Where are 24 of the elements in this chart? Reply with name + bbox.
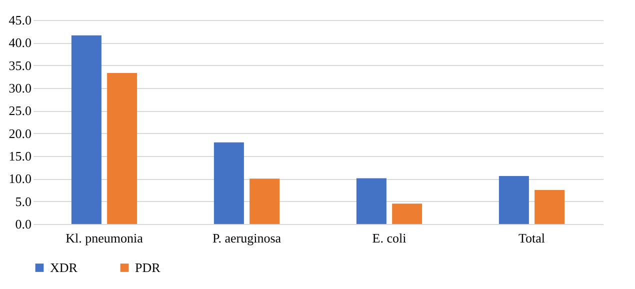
y-tick-label: 30.0 [8,80,32,96]
legend-label: PDR [135,260,161,275]
y-tick-label: 0.0 [15,216,32,232]
y-tick-label: 5.0 [15,194,32,209]
x-tick-label: Kl. pneumonia [66,230,144,246]
bar [71,35,102,224]
y-tick-label: 40.0 [8,35,32,50]
y-tick-label: 20.0 [8,126,32,141]
x-tick-label: Total [518,230,546,246]
bar [214,142,244,224]
legend-label: XDR [50,260,78,275]
x-tick-label: E. coli [372,230,407,246]
bar [356,178,386,224]
bar [498,176,529,224]
y-tick-label: 35.0 [8,58,32,73]
bar [250,178,280,224]
y-tick-label: 25.0 [8,103,32,118]
bar [107,73,138,224]
bar [392,204,422,224]
bar [534,190,565,224]
x-tick-label: P. aeruginosa [212,230,282,246]
y-tick-label: 45.0 [8,12,32,28]
y-tick-label: 10.0 [8,171,32,186]
y-tick-label: 15.0 [8,148,32,164]
